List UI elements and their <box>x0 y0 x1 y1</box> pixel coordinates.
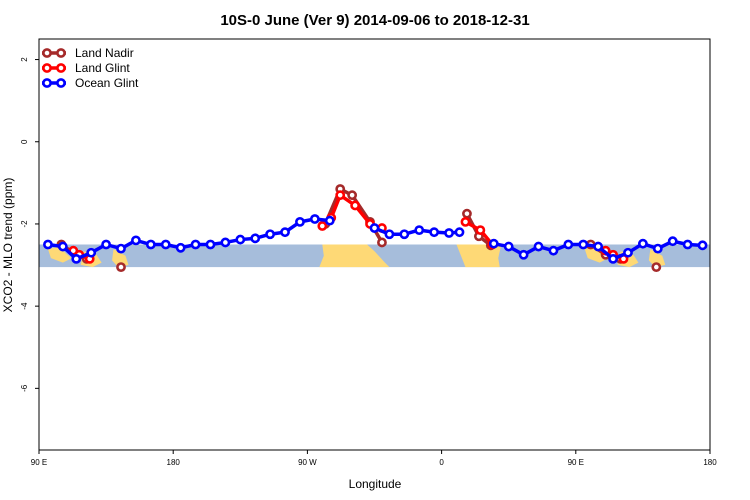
south-america-land <box>319 244 390 268</box>
data-point <box>369 223 380 233</box>
x-tick-label: 90 W <box>298 458 317 467</box>
data-point <box>235 234 246 245</box>
data-point <box>563 239 574 250</box>
data-point <box>350 200 361 211</box>
legend-item: Land Nadir <box>42 46 134 60</box>
data-point <box>377 237 387 248</box>
plot-frame <box>38 38 711 451</box>
data-point <box>518 249 529 260</box>
data-point <box>652 243 663 254</box>
data-point <box>414 225 425 236</box>
data-point <box>462 208 472 219</box>
data-point <box>578 239 589 250</box>
data-point <box>57 241 68 252</box>
data-point <box>86 247 97 258</box>
data-point <box>548 245 559 256</box>
data-point <box>205 239 216 250</box>
data-point <box>116 262 126 273</box>
data-point <box>429 227 440 238</box>
data-point <box>475 225 486 236</box>
x-tick-label: 180 <box>703 458 717 467</box>
data-point <box>43 239 53 250</box>
legend-label: Land Nadir <box>75 46 134 60</box>
series-ocean-glint <box>43 214 708 264</box>
legend-item: Ocean Glint <box>42 76 139 90</box>
data-point <box>651 262 662 273</box>
data-point <box>265 229 276 240</box>
y-tick-label: -4 <box>20 302 29 310</box>
indonesia-land-west <box>47 246 72 263</box>
data-point <box>295 216 305 227</box>
y-axis-label: XCO2 - MLO trend (ppm) <box>1 178 15 313</box>
data-point <box>220 237 231 248</box>
x-tick-label: 90 E <box>31 458 47 467</box>
data-point <box>608 253 618 264</box>
legend-marker <box>42 78 52 88</box>
data-point <box>638 238 648 249</box>
legend-label: Land Glint <box>75 61 130 75</box>
series-group <box>43 184 708 273</box>
x-tick-label: 90 E <box>568 458 584 467</box>
data-point <box>116 243 126 254</box>
data-point <box>533 241 544 252</box>
data-point <box>309 214 320 224</box>
data-point <box>488 238 499 249</box>
data-point <box>324 215 335 226</box>
data-point <box>667 236 678 247</box>
legend-marker <box>56 78 66 88</box>
data-point <box>101 239 111 250</box>
new-guinea-land-repeat <box>648 249 666 268</box>
y-tick-label: -2 <box>20 220 29 228</box>
data-point <box>131 235 141 246</box>
chart-title: 10S-0 June (Ver 9) 2014-09-06 to 2018-12… <box>220 12 529 29</box>
legend-marker <box>42 48 52 58</box>
data-point <box>250 233 261 244</box>
x-tick-label: 180 <box>167 458 181 467</box>
data-point <box>460 216 471 227</box>
legend-marker <box>56 48 66 58</box>
x-axis-ticks: 90 E 180 90 W 0 90 E 180 <box>31 450 717 467</box>
y-tick-label: -6 <box>20 384 29 392</box>
data-point <box>503 241 514 252</box>
data-point <box>347 190 358 201</box>
y-axis-ticks: 2 0 -2 -4 -6 <box>20 57 39 392</box>
data-point <box>682 239 693 250</box>
data-point <box>280 227 290 238</box>
data-point <box>317 221 328 231</box>
data-point <box>623 247 633 258</box>
y-tick-label: 2 <box>20 57 29 62</box>
data-point <box>145 239 156 250</box>
data-point <box>71 253 82 264</box>
data-point <box>454 227 465 238</box>
data-point <box>697 240 708 251</box>
legend-label: Ocean Glint <box>75 76 139 90</box>
data-point <box>399 229 410 240</box>
data-point <box>384 229 395 240</box>
data-point <box>593 241 604 252</box>
data-point <box>335 190 346 201</box>
data-point <box>175 242 186 253</box>
data-point <box>160 239 171 250</box>
y-tick-label: 0 <box>20 139 29 144</box>
data-point <box>190 239 201 250</box>
new-guinea-land <box>112 249 129 268</box>
legend-marker <box>42 63 52 73</box>
x-axis-label: Longitude <box>349 477 402 491</box>
x-tick-label: 0 <box>439 458 444 467</box>
legend-item: Land Glint <box>42 61 130 75</box>
legend-marker <box>56 63 66 73</box>
data-point <box>444 228 454 238</box>
